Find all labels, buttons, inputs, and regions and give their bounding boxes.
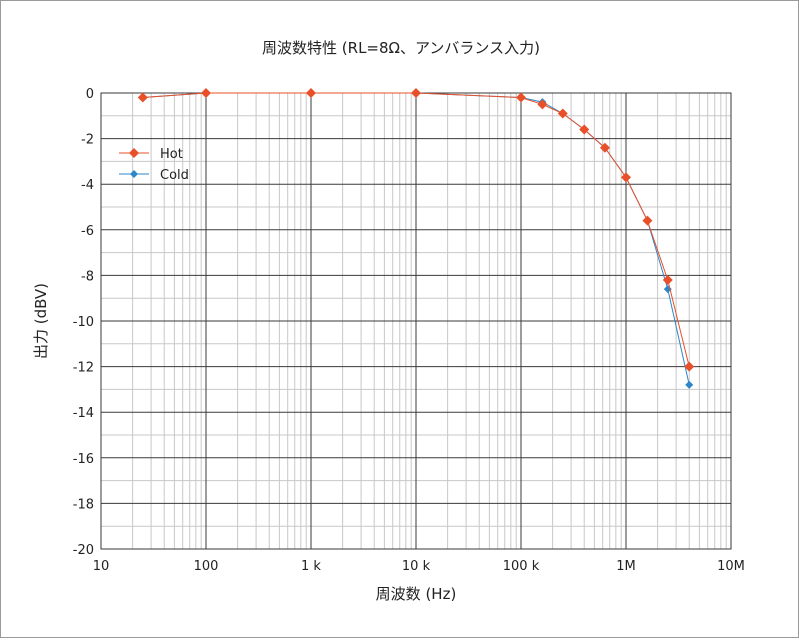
data-point-hot	[557, 108, 568, 119]
y-axis-tick-labels: 0 -2 -4 -6 -8 -10 -12 -14 -16 -18 -20	[73, 87, 94, 558]
data-point-hot	[599, 142, 610, 153]
y-axis-label: 出力 (dBV)	[32, 283, 50, 359]
x-tick-label: 10 k	[402, 559, 431, 574]
x-tick-label: 10	[93, 559, 110, 574]
data-point-hot	[306, 88, 316, 98]
data-point-hot	[516, 92, 526, 103]
data-point-hot	[642, 215, 653, 226]
x-tick-label: 100 k	[503, 559, 540, 574]
data-point-hot	[579, 124, 590, 135]
data-point-hot	[537, 99, 548, 110]
y-tick-label: -10	[73, 315, 94, 330]
y-tick-label: -2	[81, 133, 94, 148]
data-point-hot	[621, 172, 631, 183]
data-point-hot	[411, 88, 421, 98]
y-tick-label: -18	[73, 497, 94, 512]
legend-marker-cold	[130, 170, 138, 178]
y-tick-label: -14	[73, 406, 94, 421]
y-tick-label: -8	[81, 269, 94, 284]
x-tick-label: 10M	[717, 559, 745, 574]
y-tick-label: -4	[81, 178, 94, 193]
data-series	[137, 88, 695, 389]
data-point-hot	[201, 88, 211, 98]
x-tick-label: 100	[194, 559, 219, 574]
data-point-cold	[685, 380, 694, 389]
x-axis-label: 周波数 (Hz)	[376, 585, 457, 603]
legend-label-hot: Hot	[160, 147, 183, 162]
data-point-hot	[684, 361, 695, 372]
chart-title: 周波数特性 (RL=8Ω、アンバランス入力)	[262, 39, 540, 57]
chart-legend: Hot Cold	[119, 147, 189, 183]
y-tick-label: -12	[73, 361, 94, 376]
y-tick-label: -20	[73, 543, 94, 558]
y-tick-label: -16	[73, 452, 94, 467]
y-tick-label: -6	[81, 224, 94, 239]
x-tick-label: 1M	[616, 559, 636, 574]
data-point-hot	[137, 92, 148, 103]
y-tick-label: 0	[86, 87, 94, 102]
legend-marker-hot	[129, 148, 139, 158]
x-tick-label: 1 k	[301, 559, 321, 574]
legend-label-cold: Cold	[160, 168, 189, 183]
data-point-hot	[662, 274, 673, 285]
x-axis-tick-labels: 10 100 1 k 10 k 100 k 1M 10M	[93, 559, 745, 574]
